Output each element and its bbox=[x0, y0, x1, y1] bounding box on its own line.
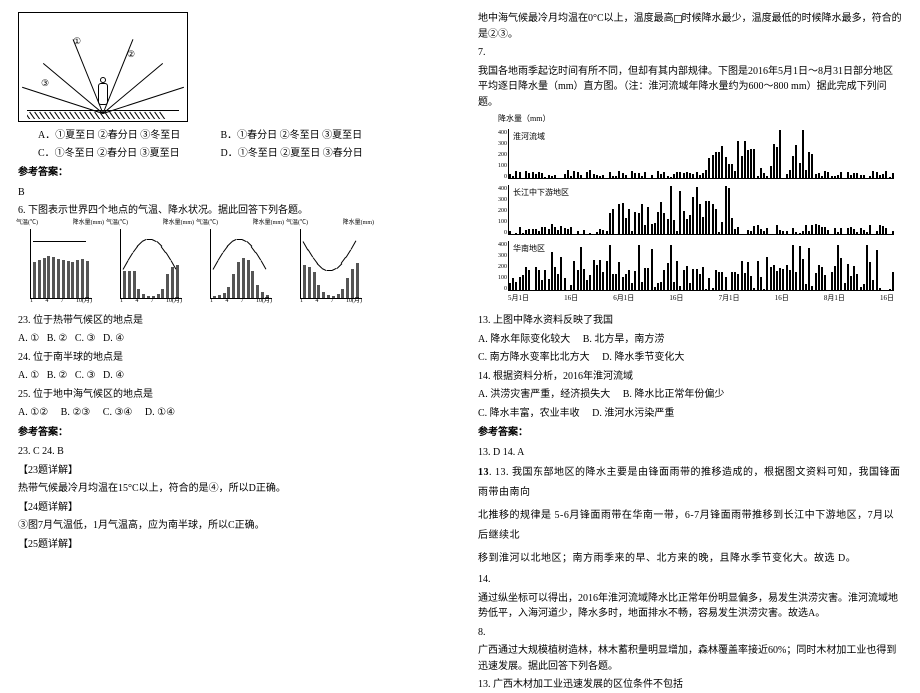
q6-text: 6. 下图表示世界四个地点的气温、降水状况。据此回答下列各题。 bbox=[18, 203, 442, 219]
expl23-heading: 【23题详解】 bbox=[18, 463, 442, 479]
rain-chart: 0100200300400淮河流域0100200300400长江中下游地区010… bbox=[478, 129, 898, 309]
q5-opt-b: ①春分日 ②冬至日 ③夏至日 bbox=[237, 130, 362, 141]
rain-chart-ylabel: 降水量（mm） bbox=[498, 113, 902, 125]
expl13-c: 移到淮河以北地区；南方雨季来的早、北方来的晚，且降水季节变化大。故选 D。 bbox=[478, 549, 902, 569]
q13-options-2: C. 南方降水变率比北方大 D. 降水季节变化大 bbox=[478, 350, 902, 366]
q25-text: 25. 位于地中海气候区的地点是 bbox=[18, 387, 442, 403]
q7-number: 7. bbox=[478, 45, 902, 61]
expl14-n: 14. bbox=[478, 572, 902, 588]
answer-13-14: 13. D 14. A bbox=[478, 445, 902, 461]
q5-opt-c: ①冬至日 ②春分日 ③夏至日 bbox=[55, 148, 180, 159]
q8-text: 广西通过大规模植树造林，林木蓄积量明显增加，森林覆盖率接近60%；同时木材加工业… bbox=[478, 643, 902, 674]
q14-options-2: C. 降水丰富，农业丰收 D. 淮河水污染严重 bbox=[478, 406, 902, 422]
q23-text: 23. 位于热带气候区的地点是 bbox=[18, 313, 442, 329]
q14-text: 14. 根据资料分析，2016年淮河流域 bbox=[478, 369, 902, 385]
q13-text: 13. 上图中降水资料反映了我国 bbox=[478, 313, 902, 329]
answer-label-23: 参考答案： bbox=[18, 425, 442, 441]
answer-label-13: 参考答案： bbox=[478, 425, 902, 441]
q5-option-row-1: A．①夏至日 ②春分日 ③冬至日 B．①春分日 ②冬至日 ③夏至日 bbox=[38, 128, 442, 144]
expl24-heading: 【24题详解】 bbox=[18, 500, 442, 516]
expl23-text: 热带气候最冷月均温在15°C以上，符合的是④，所以D正确。 bbox=[18, 481, 442, 497]
q7-text: 我国各地雨季起讫时间有所不同，但却有其内部规律。下图是2016年5月1日～8月3… bbox=[478, 64, 902, 111]
q25-options: A. ①② B. ②③ C. ③④ D. ①④ bbox=[18, 405, 442, 421]
missing-char-box bbox=[674, 15, 682, 23]
q23-options: A. ① B. ② C. ③ D. ④ bbox=[18, 331, 442, 347]
q24-text: 24. 位于南半球的地点是 bbox=[18, 350, 442, 366]
expl14-a: 通过纵坐标可以得出，2016年淮河流域降水比正常年份明显偏多，易发生洪涝灾害。淮… bbox=[478, 591, 902, 622]
q24-options: A. ① B. ② C. ③ D. ④ bbox=[18, 368, 442, 384]
answer-label-5: 参考答案： bbox=[18, 165, 442, 181]
q5-opt-a: ①夏至日 ②春分日 ③冬至日 bbox=[55, 130, 180, 141]
expl25-continued: 地中海气候最冷月均温在0°C以上，温度最高时候降水最少，温度最低的时候降水最多，… bbox=[478, 11, 902, 42]
q13-options: A. 降水年际变化较大 B. 北方旱，南方涝 bbox=[478, 332, 902, 348]
expl24-text: ③图7月气温低，1月气温高，应为南半球，所以C正确。 bbox=[18, 518, 442, 534]
figure-person bbox=[94, 77, 112, 111]
answer-23-24: 23. C 24. B bbox=[18, 444, 442, 460]
expl13-a: 13. 13. 我国东部地区的降水主要是由锋面雨带的推移造成的，根据图文资料可知… bbox=[478, 463, 902, 503]
q14-options: A. 洪涝灾害严重，经济损失大 B. 降水比正常年份偏少 bbox=[478, 387, 902, 403]
sun-angle-figure: ①②③ bbox=[18, 12, 188, 122]
q5-opt-d: ①冬至日 ②夏至日 ③春分日 bbox=[238, 148, 363, 159]
q8-13-text: 13. 广西木材加工业迅速发展的区位条件不包括 bbox=[478, 677, 902, 693]
q8-number: 8. bbox=[478, 625, 902, 641]
expl13-b: 北推移的规律是 5-6月锋面雨带在华南一带，6-7月锋面雨带推移到长江中下游地区… bbox=[478, 506, 902, 546]
answer-5: B bbox=[18, 185, 442, 201]
expl25-heading: 【25题详解】 bbox=[18, 537, 442, 553]
q5-option-row-2: C．①冬至日 ②春分日 ③夏至日 D．①冬至日 ②夏至日 ③春分日 bbox=[38, 146, 442, 162]
climate-charts: 气温(℃)降水量(mm)14710(月)气温(℃)降水量(mm)14710(月)… bbox=[18, 223, 442, 309]
